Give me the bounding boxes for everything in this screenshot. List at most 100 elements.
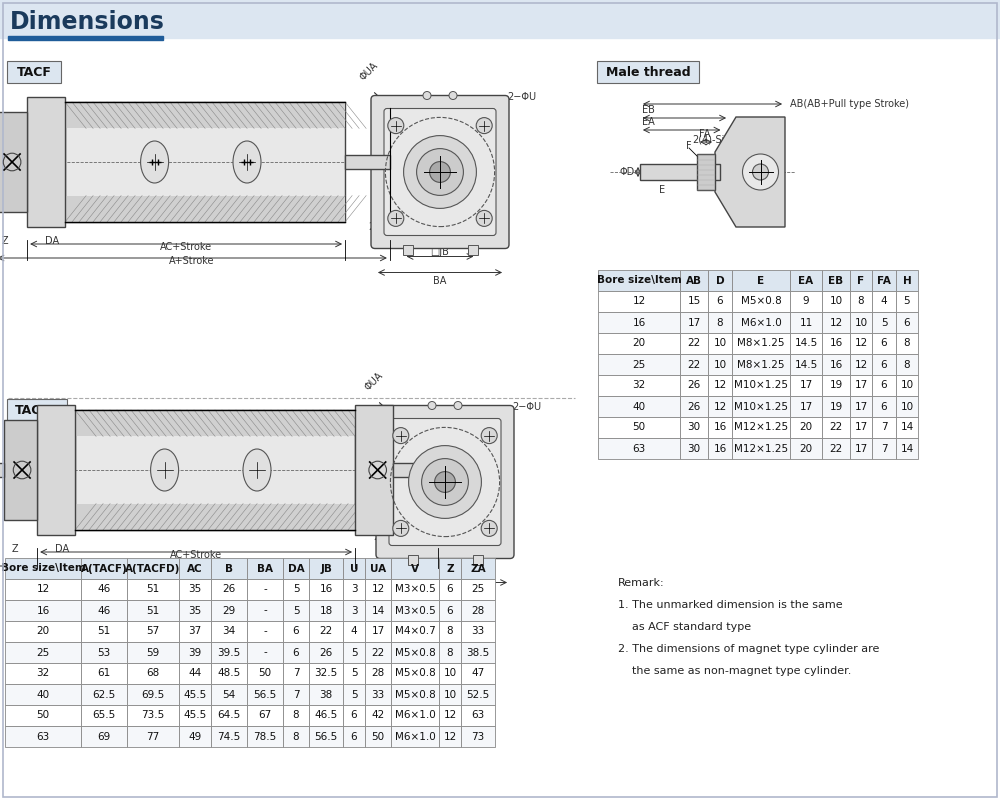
Bar (473, 554, 482, 565)
Circle shape (388, 210, 404, 226)
Bar (896, 417, 918, 438)
Bar (81, 600, 127, 621)
Text: 17: 17 (854, 402, 868, 411)
Text: EA: EA (798, 275, 814, 286)
Bar (822, 396, 850, 417)
Bar (732, 333, 790, 354)
Text: 35: 35 (188, 606, 202, 615)
Text: BA: BA (257, 563, 273, 574)
Bar (365, 600, 391, 621)
Bar (850, 375, 872, 396)
Ellipse shape (233, 141, 261, 183)
Text: -: - (263, 626, 267, 637)
Bar (822, 291, 850, 312)
Bar (708, 333, 732, 354)
Text: as ACF standard type: as ACF standard type (618, 622, 751, 632)
Text: 69.5: 69.5 (141, 690, 165, 699)
Text: F: F (857, 275, 865, 286)
Text: 14: 14 (900, 443, 914, 454)
Circle shape (476, 210, 492, 226)
Text: 39: 39 (188, 647, 202, 658)
Text: 8: 8 (904, 359, 910, 370)
Text: -: - (263, 585, 267, 594)
Text: 17: 17 (371, 626, 385, 637)
Text: 57: 57 (146, 626, 160, 637)
Text: FA: FA (877, 275, 891, 286)
Bar (283, 726, 309, 747)
Bar (732, 375, 790, 396)
Bar (211, 600, 247, 621)
Circle shape (417, 149, 463, 195)
Bar (127, 600, 179, 621)
Text: Z: Z (1, 236, 8, 246)
Text: 8: 8 (293, 710, 299, 721)
Bar (461, 579, 495, 600)
Text: 20: 20 (799, 443, 813, 454)
Text: U: U (350, 563, 358, 574)
Bar (439, 642, 461, 663)
Bar (790, 354, 822, 375)
Bar (732, 312, 790, 333)
Text: 20: 20 (36, 626, 50, 637)
Text: Male thread: Male thread (606, 66, 690, 78)
Bar (5, 663, 81, 684)
Text: 51: 51 (146, 606, 160, 615)
Text: A(TACF): A(TACF) (81, 563, 127, 574)
Bar (309, 684, 343, 705)
Bar (461, 600, 495, 621)
Bar (680, 375, 708, 396)
Bar (402, 245, 413, 254)
Bar (365, 558, 391, 579)
Bar (872, 417, 896, 438)
Text: 35: 35 (188, 585, 202, 594)
Text: A(TACFD): A(TACFD) (125, 563, 181, 574)
Bar (461, 621, 495, 642)
Circle shape (481, 427, 497, 443)
Circle shape (435, 472, 455, 492)
Text: 74.5: 74.5 (217, 731, 241, 742)
Bar (343, 705, 365, 726)
Text: 6: 6 (717, 297, 723, 306)
Bar (822, 333, 850, 354)
Text: Dimensions: Dimensions (10, 10, 165, 34)
Bar (309, 663, 343, 684)
Text: 18: 18 (319, 606, 333, 615)
Text: BA: BA (438, 586, 452, 597)
Text: 8: 8 (447, 647, 453, 658)
Text: 2−V: 2−V (368, 222, 390, 232)
Text: DA: DA (55, 544, 69, 554)
Bar (790, 312, 822, 333)
Bar (81, 726, 127, 747)
Text: 10: 10 (713, 338, 727, 349)
Text: M8×1.25: M8×1.25 (737, 359, 785, 370)
Bar (343, 558, 365, 579)
Text: 17: 17 (854, 443, 868, 454)
Text: 19: 19 (829, 381, 843, 390)
Bar (343, 579, 365, 600)
Bar (8, 36, 163, 40)
Text: ZA: ZA (470, 563, 486, 574)
Text: 17: 17 (799, 402, 813, 411)
Bar (365, 621, 391, 642)
Text: 8: 8 (447, 626, 453, 637)
Text: 7: 7 (293, 669, 299, 678)
Text: 5: 5 (881, 318, 887, 327)
Bar (247, 663, 283, 684)
Bar (391, 642, 439, 663)
Bar (0, 462, 4, 477)
Text: 10: 10 (443, 690, 457, 699)
Bar (393, 462, 438, 477)
Text: 17: 17 (799, 381, 813, 390)
Bar (247, 621, 283, 642)
Text: the same as non-magnet type cylinder.: the same as non-magnet type cylinder. (618, 666, 851, 676)
Text: 30: 30 (687, 422, 701, 433)
Circle shape (388, 118, 404, 134)
Circle shape (481, 520, 497, 536)
Text: 40: 40 (36, 690, 50, 699)
Text: M6×1.0: M6×1.0 (395, 710, 435, 721)
Bar (343, 621, 365, 642)
Bar (247, 726, 283, 747)
Polygon shape (715, 117, 785, 227)
Bar (81, 705, 127, 726)
Bar (872, 312, 896, 333)
